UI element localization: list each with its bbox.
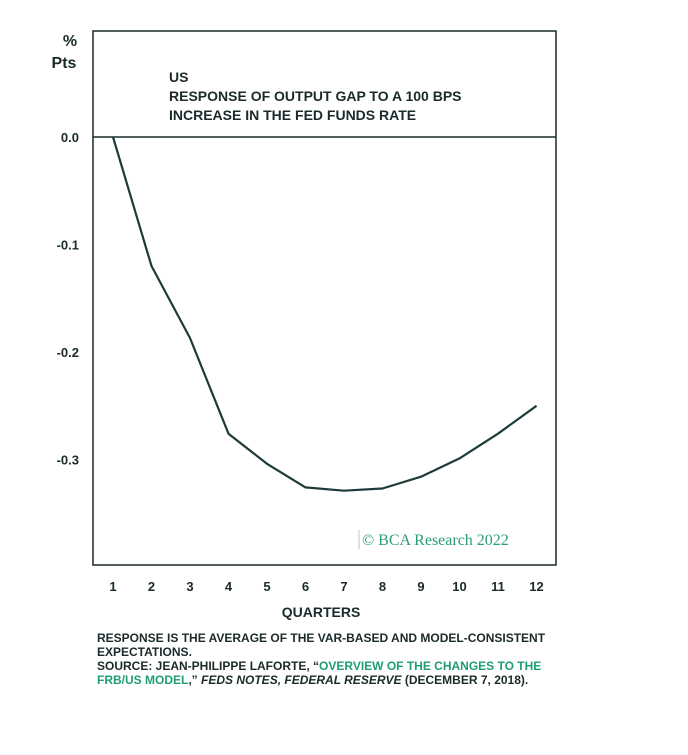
- x-axis: 1 2 3 4 5 6 7 8 9 10 11 12: [109, 579, 543, 594]
- chart-title-line-2: RESPONSE OF OUTPUT GAP TO A 100 BPS: [169, 88, 462, 104]
- footnote-source-mid: ,”: [188, 673, 202, 687]
- plot-frame: [92, 30, 557, 566]
- y-unit-line-1: %: [63, 33, 77, 50]
- x-tick-label: 8: [379, 579, 386, 594]
- x-tick-label: 9: [417, 579, 424, 594]
- footnote-publication: FEDS NOTES, FEDERAL RESERVE: [201, 673, 402, 687]
- y-tick-label: -0.2: [57, 345, 79, 360]
- series-line: [111, 136, 538, 492]
- x-tick-label: 3: [186, 579, 193, 594]
- footnote-source-prefix: SOURCE: JEAN-PHILIPPE LAFORTE, “: [97, 659, 320, 673]
- x-tick-label: 2: [148, 579, 155, 594]
- y-axis: 0.0 -0.1 -0.2 -0.3: [57, 130, 79, 468]
- footnote: RESPONSE IS THE AVERAGE OF THE VAR-BASED…: [97, 631, 567, 687]
- x-tick-label: 12: [529, 579, 543, 594]
- x-tick-label: 4: [225, 579, 233, 594]
- source-link[interactable]: OVERVIEW OF THE CHANGES TO THE FRB/US MO…: [97, 659, 542, 687]
- x-tick-label: 7: [340, 579, 347, 594]
- watermark: © BCA Research 2022: [362, 532, 509, 549]
- x-tick-label: 1: [109, 579, 116, 594]
- footnote-note: RESPONSE IS THE AVERAGE OF THE VAR-BASED…: [97, 631, 546, 659]
- footnote-date: (DECEMBER 7, 2018).: [404, 673, 529, 687]
- y-tick-label: -0.3: [57, 453, 79, 468]
- x-axis-label: QUARTERS: [282, 604, 361, 620]
- chart: 0.0-0.1-0.2-0.3 1 2 3 4 5 6 7 8 9 10 11 12 % Pts US…: [52, 30, 557, 620]
- x-tick-label: 10: [452, 579, 466, 594]
- x-tick-label: 11: [491, 579, 505, 594]
- chart-title-line-3: INCREASE IN THE FED FUNDS RATE: [169, 107, 416, 123]
- y-tick-label: 0.0: [61, 130, 79, 145]
- x-tick-label: 6: [302, 579, 309, 594]
- y-unit-line-2: Pts: [52, 55, 77, 72]
- x-tick-label: 5: [263, 579, 270, 594]
- y-tick-label: -0.1: [57, 238, 79, 253]
- chart-title-line-1: US: [169, 69, 188, 85]
